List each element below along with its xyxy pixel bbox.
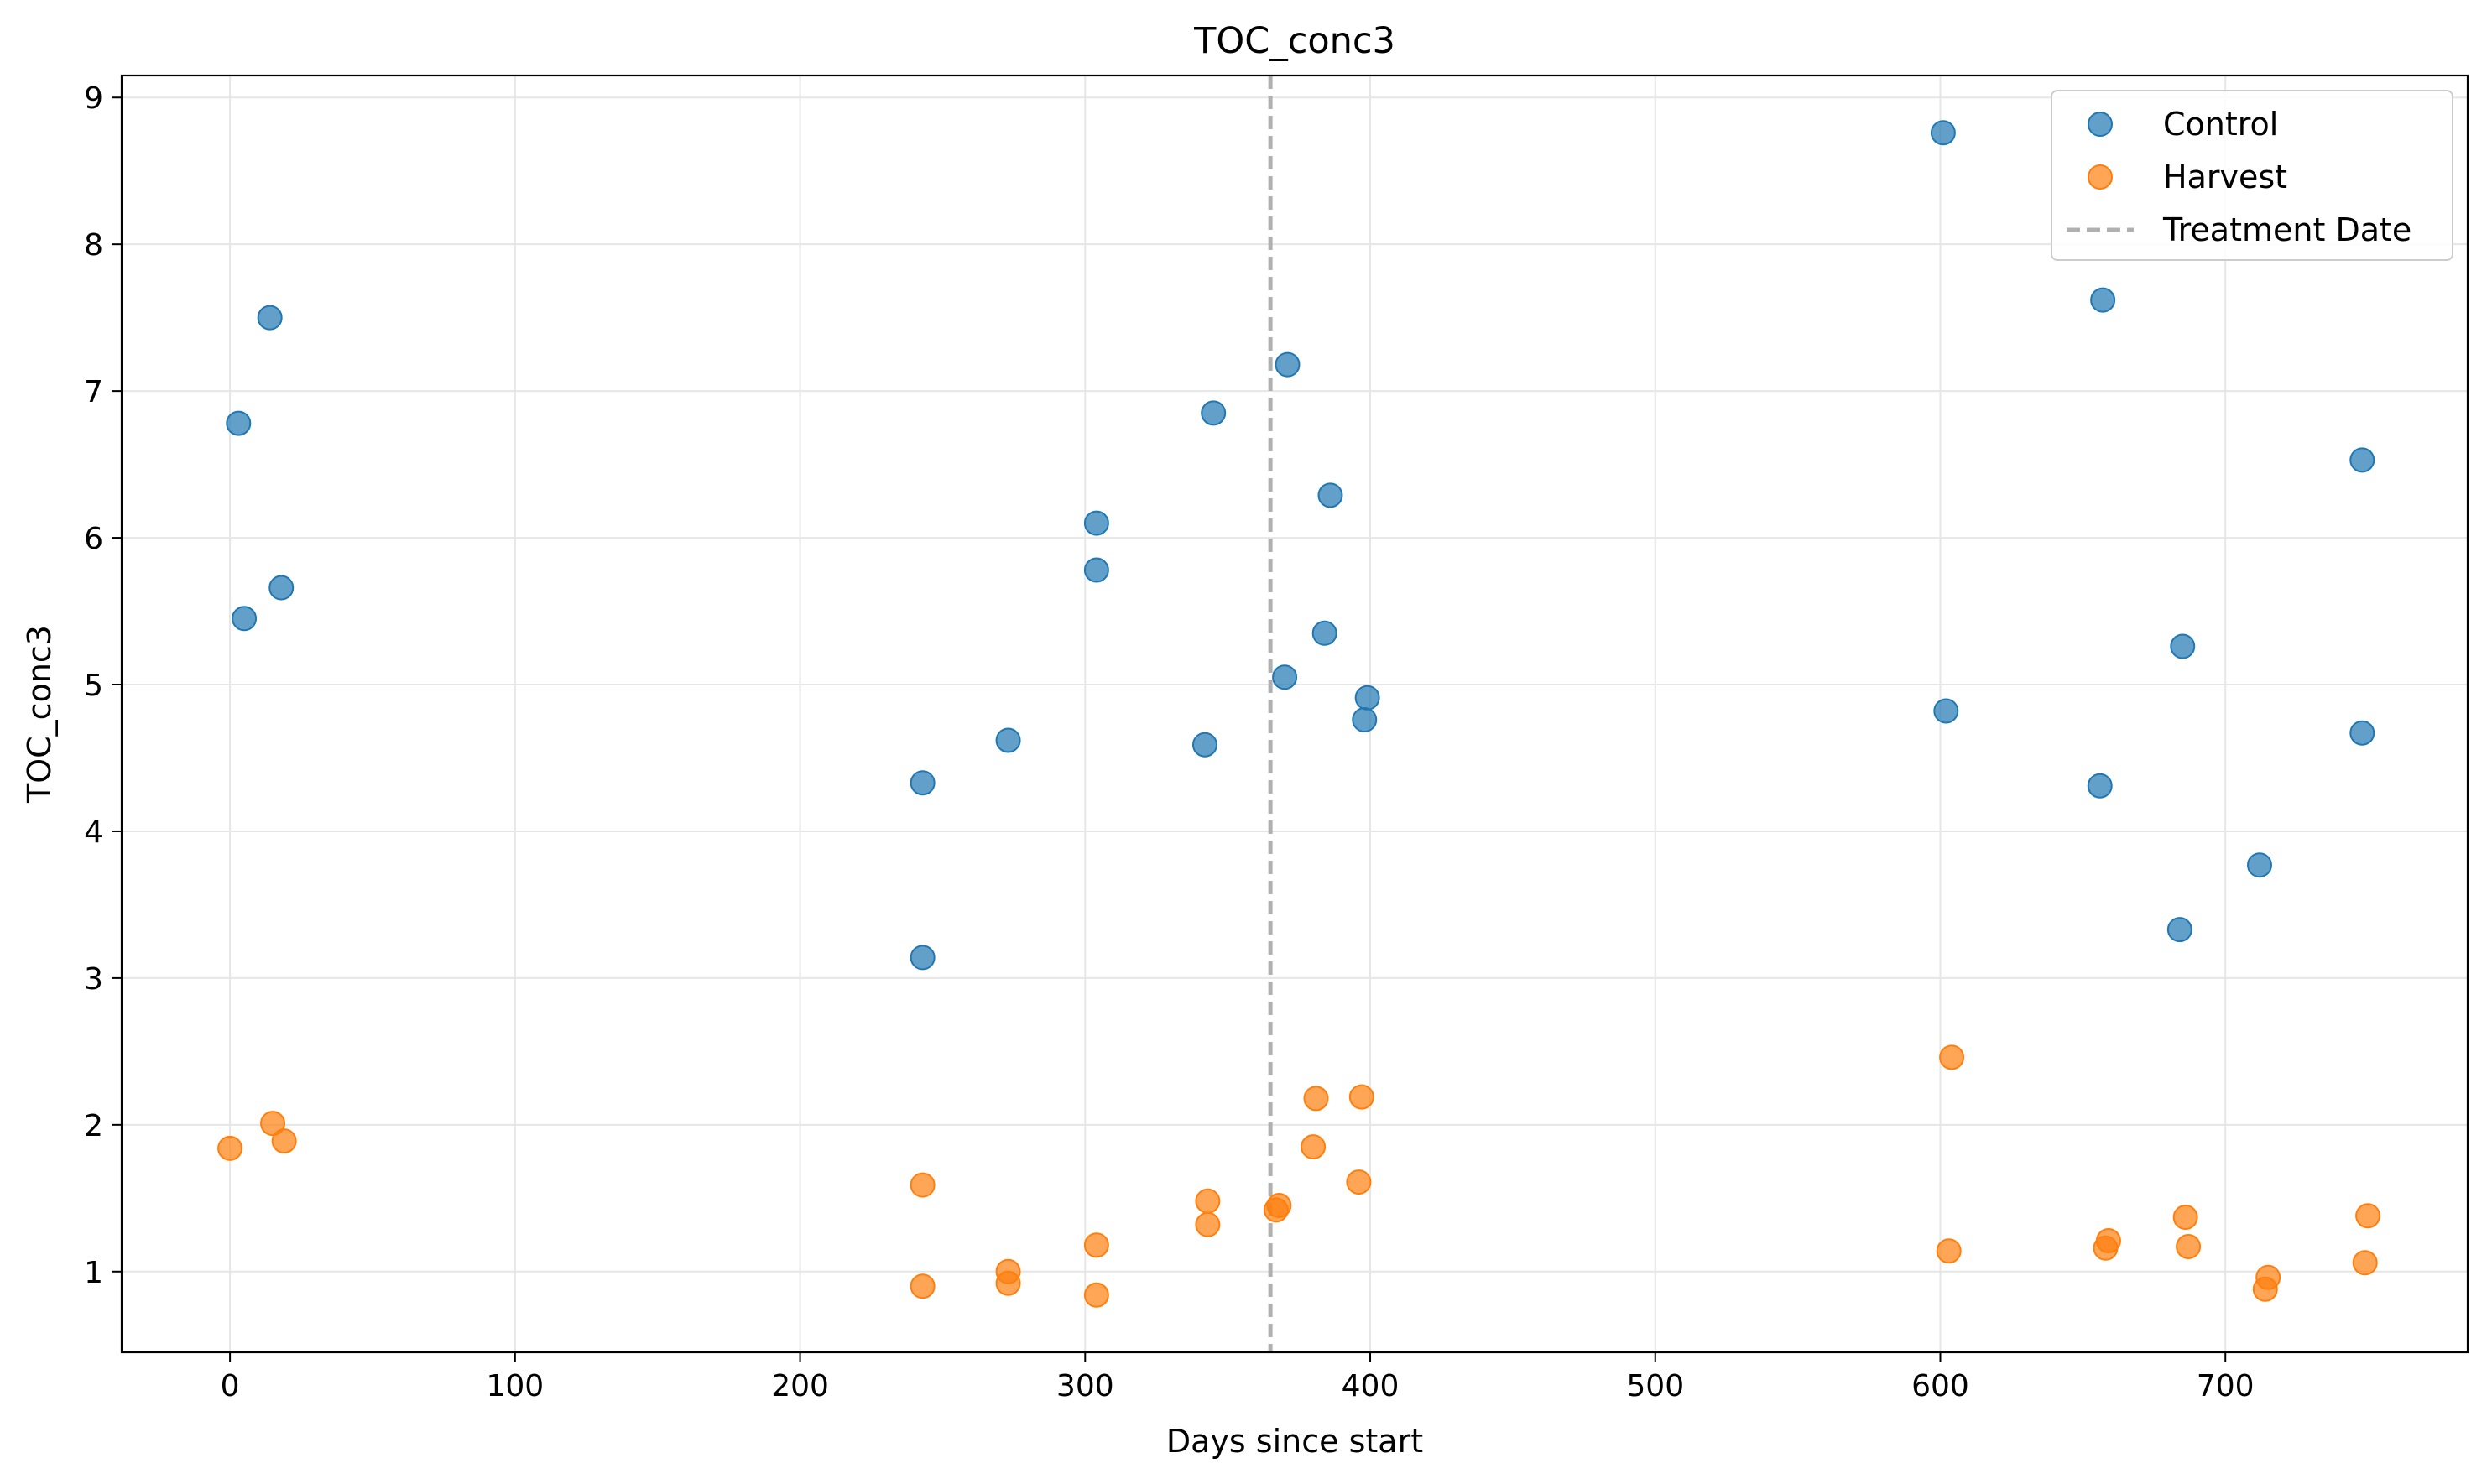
y-tick-label: 7 (84, 375, 103, 409)
legend-box (2051, 90, 2453, 261)
point-harvest (1301, 1134, 1327, 1160)
x-axis-label: Days since start (1166, 1423, 1423, 1460)
y-axis-label: TOC_conc3 (21, 625, 58, 804)
legend-label-harvest: Harvest (2163, 159, 2287, 195)
data-points (217, 120, 2381, 1308)
point-control (1083, 557, 1109, 583)
point-control (2087, 773, 2113, 799)
point-harvest (1936, 1238, 1962, 1264)
legend-label-control: Control (2163, 106, 2278, 143)
legend-label-treatment-date: Treatment Date (2162, 211, 2411, 248)
point-control (1317, 482, 1343, 508)
point-control (1201, 400, 1227, 426)
x-tick-label: 200 (771, 1369, 829, 1403)
y-tick-label: 4 (84, 815, 103, 850)
legend-marker-harvest (2088, 164, 2113, 190)
point-harvest (995, 1270, 1021, 1296)
point-control (1311, 620, 1337, 646)
point-control (268, 575, 295, 601)
y-tick-label: 1 (84, 1256, 103, 1290)
point-control (2170, 633, 2196, 659)
y-tick-label: 8 (84, 228, 103, 263)
point-harvest (2095, 1228, 2121, 1254)
point-control (2349, 447, 2375, 473)
point-harvest (1939, 1044, 1965, 1070)
point-control (910, 945, 936, 971)
point-control (1930, 120, 1956, 146)
chart-title: TOC_conc3 (1193, 20, 1395, 62)
y-tick-label: 9 (84, 81, 103, 116)
point-control (1933, 698, 1959, 724)
point-control (2166, 917, 2192, 943)
point-harvest (910, 1172, 936, 1198)
y-tick-label: 3 (84, 962, 103, 997)
point-harvest (2172, 1205, 2198, 1231)
y-tick-label: 2 (84, 1109, 103, 1143)
point-harvest (1083, 1232, 1109, 1258)
point-harvest (1266, 1193, 1292, 1219)
point-control (995, 727, 1021, 753)
x-tick-label: 0 (221, 1369, 240, 1403)
x-tick-label: 500 (1626, 1369, 1684, 1403)
point-harvest (2176, 1234, 2202, 1260)
point-control (257, 305, 283, 331)
point-control (232, 606, 258, 632)
x-tick-label: 400 (1342, 1369, 1400, 1403)
point-harvest (1195, 1211, 1221, 1237)
point-control (2246, 852, 2272, 878)
legend-marker-control (2088, 112, 2113, 137)
point-harvest (1083, 1282, 1109, 1308)
point-harvest (271, 1128, 297, 1154)
point-harvest (2255, 1264, 2281, 1290)
point-harvest (2352, 1250, 2378, 1276)
y-tick-label: 6 (84, 522, 103, 556)
point-harvest (1195, 1188, 1221, 1214)
point-control (2090, 287, 2116, 313)
point-control (1352, 706, 1378, 732)
legend: Control Harvest Treatment Date (2051, 90, 2453, 261)
point-harvest (1348, 1084, 1374, 1110)
x-axis-ticks: 0 100 200 300 400 500 600 700 (221, 1352, 2255, 1403)
point-control (1354, 685, 1380, 711)
y-tick-label: 5 (84, 669, 103, 703)
point-control (226, 410, 252, 436)
point-harvest (910, 1273, 936, 1299)
plot-frame (120, 74, 2469, 1354)
x-tick-label: 300 (1056, 1369, 1114, 1403)
x-tick-label: 700 (2197, 1369, 2255, 1403)
point-harvest (1346, 1169, 1372, 1195)
point-control (1083, 510, 1109, 536)
point-harvest (1303, 1086, 1329, 1112)
point-harvest (260, 1111, 286, 1137)
point-harvest (2355, 1203, 2381, 1229)
point-control (1272, 664, 1298, 690)
x-tick-label: 600 (1911, 1369, 1969, 1403)
point-control (1191, 732, 1217, 758)
point-control (1275, 351, 1301, 378)
y-axis-ticks: 1 2 3 4 5 6 7 8 9 (84, 81, 122, 1290)
point-harvest (217, 1135, 243, 1161)
grid-lines (122, 76, 2468, 1352)
point-control (910, 770, 936, 796)
x-tick-label: 100 (486, 1369, 544, 1403)
point-control (2349, 720, 2375, 746)
